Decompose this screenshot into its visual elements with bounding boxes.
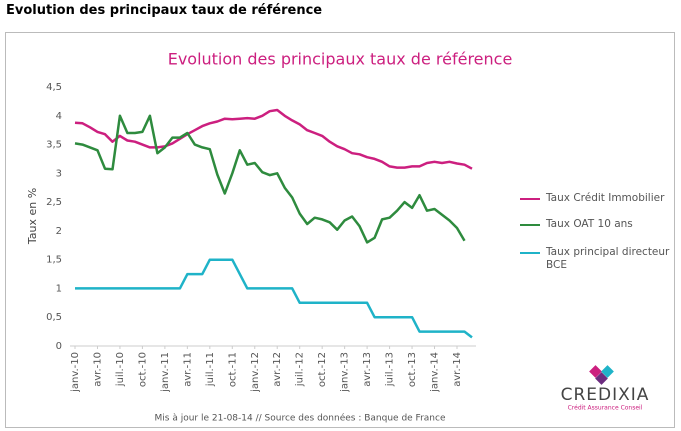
x-tick-label: avr.-13 <box>362 352 373 387</box>
y-tick-label: 2,5 <box>46 197 62 208</box>
x-tick-label: oct.-12 <box>317 352 328 387</box>
y-tick-label: 0 <box>56 341 62 352</box>
x-tick-label: juil.-13 <box>385 352 396 387</box>
legend-label: Taux principal directeur BCE <box>546 246 670 271</box>
x-tick-label: juil.-11 <box>205 352 216 387</box>
x-tick-label: avr.-10 <box>92 352 103 387</box>
logo-name: CREDIXIA <box>561 385 650 405</box>
x-tick-label: juil.-10 <box>115 352 126 387</box>
x-tick-label: avr.-11 <box>182 352 193 387</box>
series-line <box>74 108 473 170</box>
x-tick-label: juil.-12 <box>295 352 306 387</box>
y-tick-label: 1,5 <box>46 255 62 266</box>
legend-swatch <box>520 252 540 254</box>
y-tick-label: 4 <box>56 111 62 122</box>
x-tick-label: oct.-13 <box>407 352 418 387</box>
chart-title: Evolution des principaux taux de référen… <box>168 50 513 69</box>
legend-swatch <box>520 198 540 200</box>
y-tick-label: 3,5 <box>46 140 62 151</box>
footer: Mis à jour le 21-08-14 // Source des don… <box>155 413 446 424</box>
x-tick-label: janv.-14 <box>430 352 441 393</box>
y-tick-label: 1 <box>56 283 62 294</box>
x-tick-label: oct.-11 <box>227 352 238 387</box>
x-tick-label: oct.-10 <box>137 352 148 387</box>
series-line <box>75 258 473 339</box>
legend-label: Taux Crédit Immobilier <box>546 192 665 204</box>
y-axis-title: Taux en % <box>26 188 39 245</box>
x-tick-label: janv.-12 <box>250 352 261 393</box>
x-tick-label: avr.-12 <box>272 352 283 387</box>
logo-icon <box>589 365 614 385</box>
y-tick-label: 4,5 <box>46 82 62 93</box>
y-tick-label: 0,5 <box>46 312 62 323</box>
series-line <box>74 114 466 244</box>
chart-frame <box>5 32 675 428</box>
page-heading: Evolution des principaux taux de référen… <box>6 3 323 18</box>
y-tick-label: 3 <box>56 168 62 179</box>
x-tick-label: avr.-14 <box>452 352 463 387</box>
x-tick-label: janv.-13 <box>340 352 351 393</box>
x-tick-label: janv.-11 <box>160 352 171 393</box>
legend-swatch <box>520 224 540 226</box>
legend-label: Taux OAT 10 ans <box>546 218 633 230</box>
logo-tagline: Crédit Assurance Conseil <box>568 405 643 412</box>
x-tick-label: janv.-10 <box>70 352 81 393</box>
y-tick-label: 2 <box>56 226 62 237</box>
